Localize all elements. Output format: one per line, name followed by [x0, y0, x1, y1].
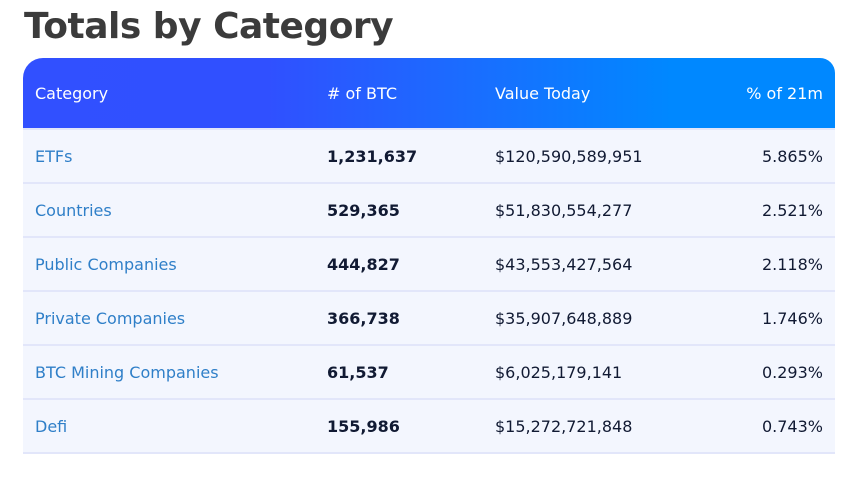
category-link[interactable]: Countries: [35, 200, 112, 220]
percent-of-21m: 5.865%: [695, 128, 835, 182]
totals-table: Category # of BTC Value Today % of 21m E…: [23, 58, 835, 454]
table-row: Private Companies 366,738 $35,907,648,88…: [23, 290, 835, 344]
value-today: $43,553,427,564: [495, 236, 695, 290]
column-header-btc[interactable]: # of BTC: [327, 83, 397, 103]
value-today: $6,025,179,141: [495, 344, 695, 398]
category-link[interactable]: BTC Mining Companies: [35, 362, 219, 382]
percent-of-21m: 1.746%: [695, 290, 835, 344]
table-header: Category # of BTC Value Today % of 21m: [23, 58, 835, 128]
column-header-category[interactable]: Category: [35, 83, 109, 103]
btc-amount: 1,231,637: [327, 128, 495, 182]
table-row: ETFs 1,231,637 $120,590,589,951 5.865%: [23, 128, 835, 182]
category-link[interactable]: Defi: [35, 416, 68, 436]
table-row: Defi 155,986 $15,272,721,848 0.743%: [23, 398, 835, 454]
category-link[interactable]: Public Companies: [35, 254, 177, 274]
column-header-percent[interactable]: % of 21m: [746, 83, 823, 103]
btc-amount: 155,986: [327, 398, 495, 454]
btc-amount: 444,827: [327, 236, 495, 290]
page-title: Totals by Category: [24, 6, 394, 47]
btc-amount: 529,365: [327, 182, 495, 236]
percent-of-21m: 0.293%: [695, 344, 835, 398]
value-today: $120,590,589,951: [495, 128, 695, 182]
value-today: $51,830,554,277: [495, 182, 695, 236]
category-link[interactable]: ETFs: [35, 146, 73, 166]
value-today: $15,272,721,848: [495, 398, 695, 454]
btc-amount: 61,537: [327, 344, 495, 398]
percent-of-21m: 0.743%: [695, 398, 835, 454]
column-header-value[interactable]: Value Today: [495, 83, 591, 103]
btc-amount: 366,738: [327, 290, 495, 344]
value-today: $35,907,648,889: [495, 290, 695, 344]
percent-of-21m: 2.118%: [695, 236, 835, 290]
table-row: Public Companies 444,827 $43,553,427,564…: [23, 236, 835, 290]
table-row: BTC Mining Companies 61,537 $6,025,179,1…: [23, 344, 835, 398]
category-link[interactable]: Private Companies: [35, 308, 186, 328]
table-row: Countries 529,365 $51,830,554,277 2.521%: [23, 182, 835, 236]
percent-of-21m: 2.521%: [695, 182, 835, 236]
